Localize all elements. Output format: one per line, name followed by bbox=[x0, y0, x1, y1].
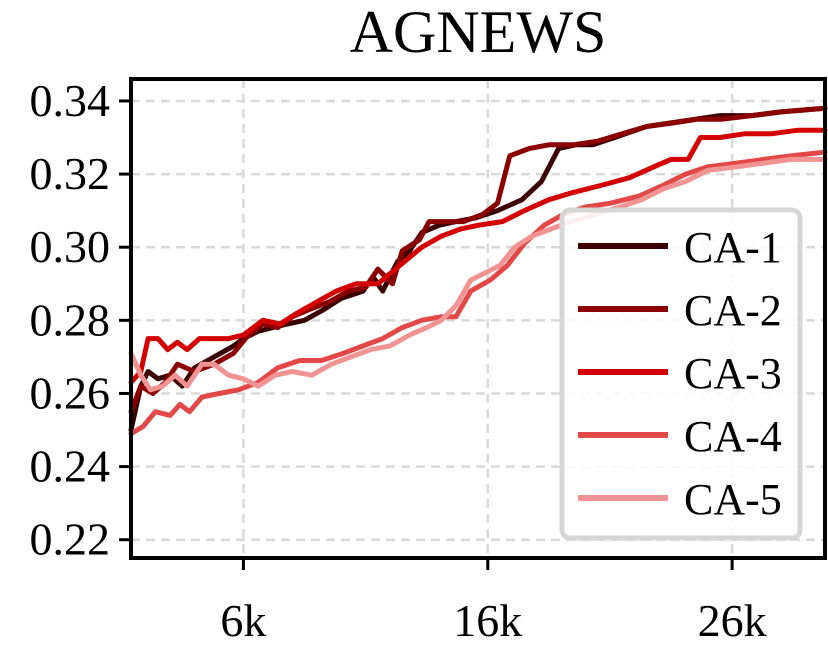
x-tick-label: 26k bbox=[698, 595, 767, 646]
legend-box bbox=[559, 207, 803, 541]
series-lines bbox=[128, 105, 828, 437]
x-tick-label: 16k bbox=[453, 595, 522, 646]
legend-label: CA-5 bbox=[684, 475, 782, 524]
chart-title: AGNEWS bbox=[350, 0, 607, 65]
axis-ticks: 6k 16k 26k 0.22 0.24 0.26 0.28 0.30 0.32 0.34 bbox=[30, 75, 767, 646]
legend-label: CA-1 bbox=[684, 223, 782, 272]
y-tick-label: 0.26 bbox=[30, 367, 111, 418]
y-tick-label: 0.32 bbox=[30, 148, 111, 199]
x-tick-label: 6k bbox=[220, 595, 266, 646]
y-tick-label: 0.34 bbox=[30, 75, 111, 126]
y-tick-label: 0.30 bbox=[30, 221, 111, 272]
legend-label: CA-4 bbox=[684, 412, 782, 461]
y-tick-label: 0.22 bbox=[30, 514, 111, 565]
legend-label: CA-3 bbox=[684, 349, 782, 398]
series-line-ca-4 bbox=[128, 149, 828, 437]
y-tick-label: 0.28 bbox=[30, 294, 111, 345]
series-line-ca-2 bbox=[128, 105, 828, 415]
plot-frame bbox=[129, 77, 827, 560]
series-line-ca-5 bbox=[128, 156, 828, 393]
legend: CA-1 CA-2 CA-3 CA-4 CA-5 bbox=[559, 207, 803, 541]
y-tick-label: 0.24 bbox=[30, 441, 111, 492]
legend-label: CA-2 bbox=[684, 286, 782, 335]
series-line-ca-3 bbox=[128, 127, 828, 385]
